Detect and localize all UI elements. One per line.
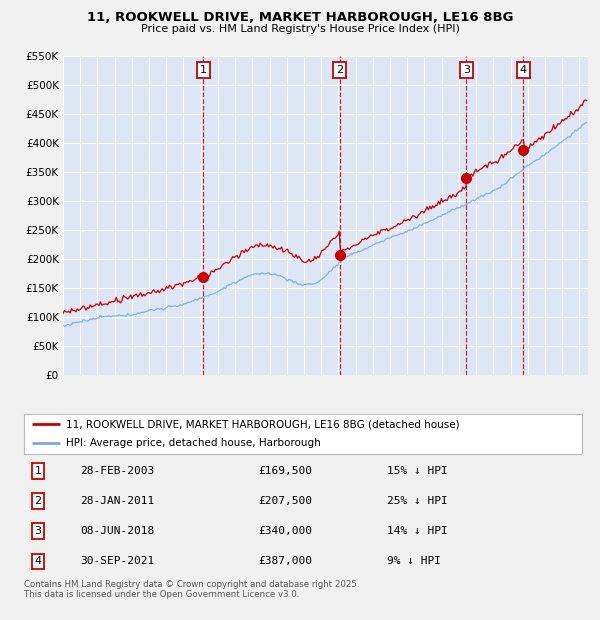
Text: £340,000: £340,000 — [259, 526, 313, 536]
Text: 11, ROOKWELL DRIVE, MARKET HARBOROUGH, LE16 8BG: 11, ROOKWELL DRIVE, MARKET HARBOROUGH, L… — [87, 11, 513, 24]
Text: 1: 1 — [200, 65, 207, 75]
Text: 3: 3 — [463, 65, 470, 75]
Text: 08-JUN-2018: 08-JUN-2018 — [80, 526, 154, 536]
Text: 11, ROOKWELL DRIVE, MARKET HARBOROUGH, LE16 8BG (detached house): 11, ROOKWELL DRIVE, MARKET HARBOROUGH, L… — [66, 419, 460, 430]
Text: 9% ↓ HPI: 9% ↓ HPI — [387, 557, 440, 567]
Text: 3: 3 — [34, 526, 41, 536]
Text: 25% ↓ HPI: 25% ↓ HPI — [387, 496, 448, 506]
Text: 28-FEB-2003: 28-FEB-2003 — [80, 466, 154, 476]
Text: 4: 4 — [34, 557, 41, 567]
Text: 1: 1 — [34, 466, 41, 476]
Text: HPI: Average price, detached house, Harborough: HPI: Average price, detached house, Harb… — [66, 438, 320, 448]
Text: Contains HM Land Registry data © Crown copyright and database right 2025.
This d: Contains HM Land Registry data © Crown c… — [24, 580, 359, 599]
Text: 15% ↓ HPI: 15% ↓ HPI — [387, 466, 448, 476]
Text: £207,500: £207,500 — [259, 496, 313, 506]
Text: £387,000: £387,000 — [259, 557, 313, 567]
Text: 2: 2 — [336, 65, 343, 75]
Text: Price paid vs. HM Land Registry's House Price Index (HPI): Price paid vs. HM Land Registry's House … — [140, 24, 460, 33]
Text: £169,500: £169,500 — [259, 466, 313, 476]
Text: 30-SEP-2021: 30-SEP-2021 — [80, 557, 154, 567]
Text: 4: 4 — [520, 65, 527, 75]
Text: 14% ↓ HPI: 14% ↓ HPI — [387, 526, 448, 536]
Text: 2: 2 — [34, 496, 41, 506]
Text: 28-JAN-2011: 28-JAN-2011 — [80, 496, 154, 506]
